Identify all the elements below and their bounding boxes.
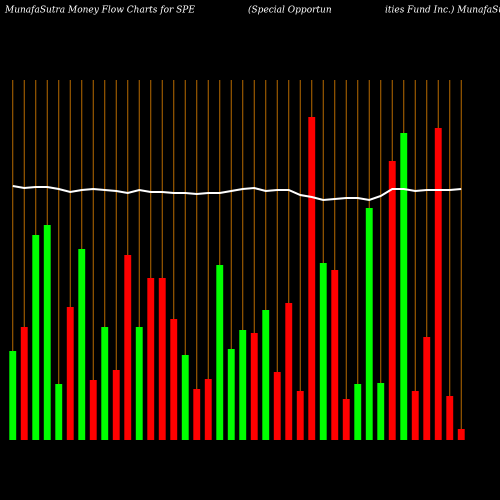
chart-title: MunafaSutra Money Flow Charts for SPE	[4, 6, 195, 16]
bar	[216, 265, 224, 440]
bar	[354, 384, 362, 440]
bar	[446, 396, 454, 440]
bar	[342, 399, 350, 440]
bar	[170, 319, 178, 440]
bar	[181, 355, 189, 440]
bar	[124, 255, 132, 440]
bar	[43, 225, 51, 440]
bar	[411, 391, 419, 440]
bar	[250, 333, 258, 440]
bar	[135, 327, 143, 440]
bar	[204, 379, 212, 440]
bar	[273, 372, 281, 440]
bar	[147, 278, 155, 440]
money-flow-line	[12, 185, 462, 202]
bar	[457, 429, 465, 440]
bar	[331, 270, 339, 440]
bar	[32, 235, 40, 440]
bar	[78, 249, 86, 440]
bar	[319, 263, 327, 440]
bar	[9, 351, 17, 440]
bar	[434, 128, 442, 440]
bar	[377, 383, 385, 440]
bar	[89, 380, 97, 440]
bar	[193, 389, 201, 440]
bar	[239, 330, 247, 440]
bar	[158, 278, 166, 440]
bar	[308, 117, 316, 440]
bar	[55, 384, 63, 440]
bar	[296, 391, 304, 440]
bar	[400, 133, 408, 440]
bar	[365, 208, 373, 440]
bar	[66, 307, 74, 440]
bar	[388, 161, 396, 440]
chart-subtitle: (Special Opportun	[248, 5, 332, 16]
bar	[101, 327, 109, 440]
bar	[285, 303, 293, 440]
bar	[227, 349, 235, 440]
bar	[262, 310, 270, 440]
bar	[112, 370, 120, 440]
bar	[20, 327, 28, 440]
bar	[423, 337, 431, 440]
chart-subtitle: ities Fund Inc.) MunafaSutra.com	[385, 5, 500, 16]
